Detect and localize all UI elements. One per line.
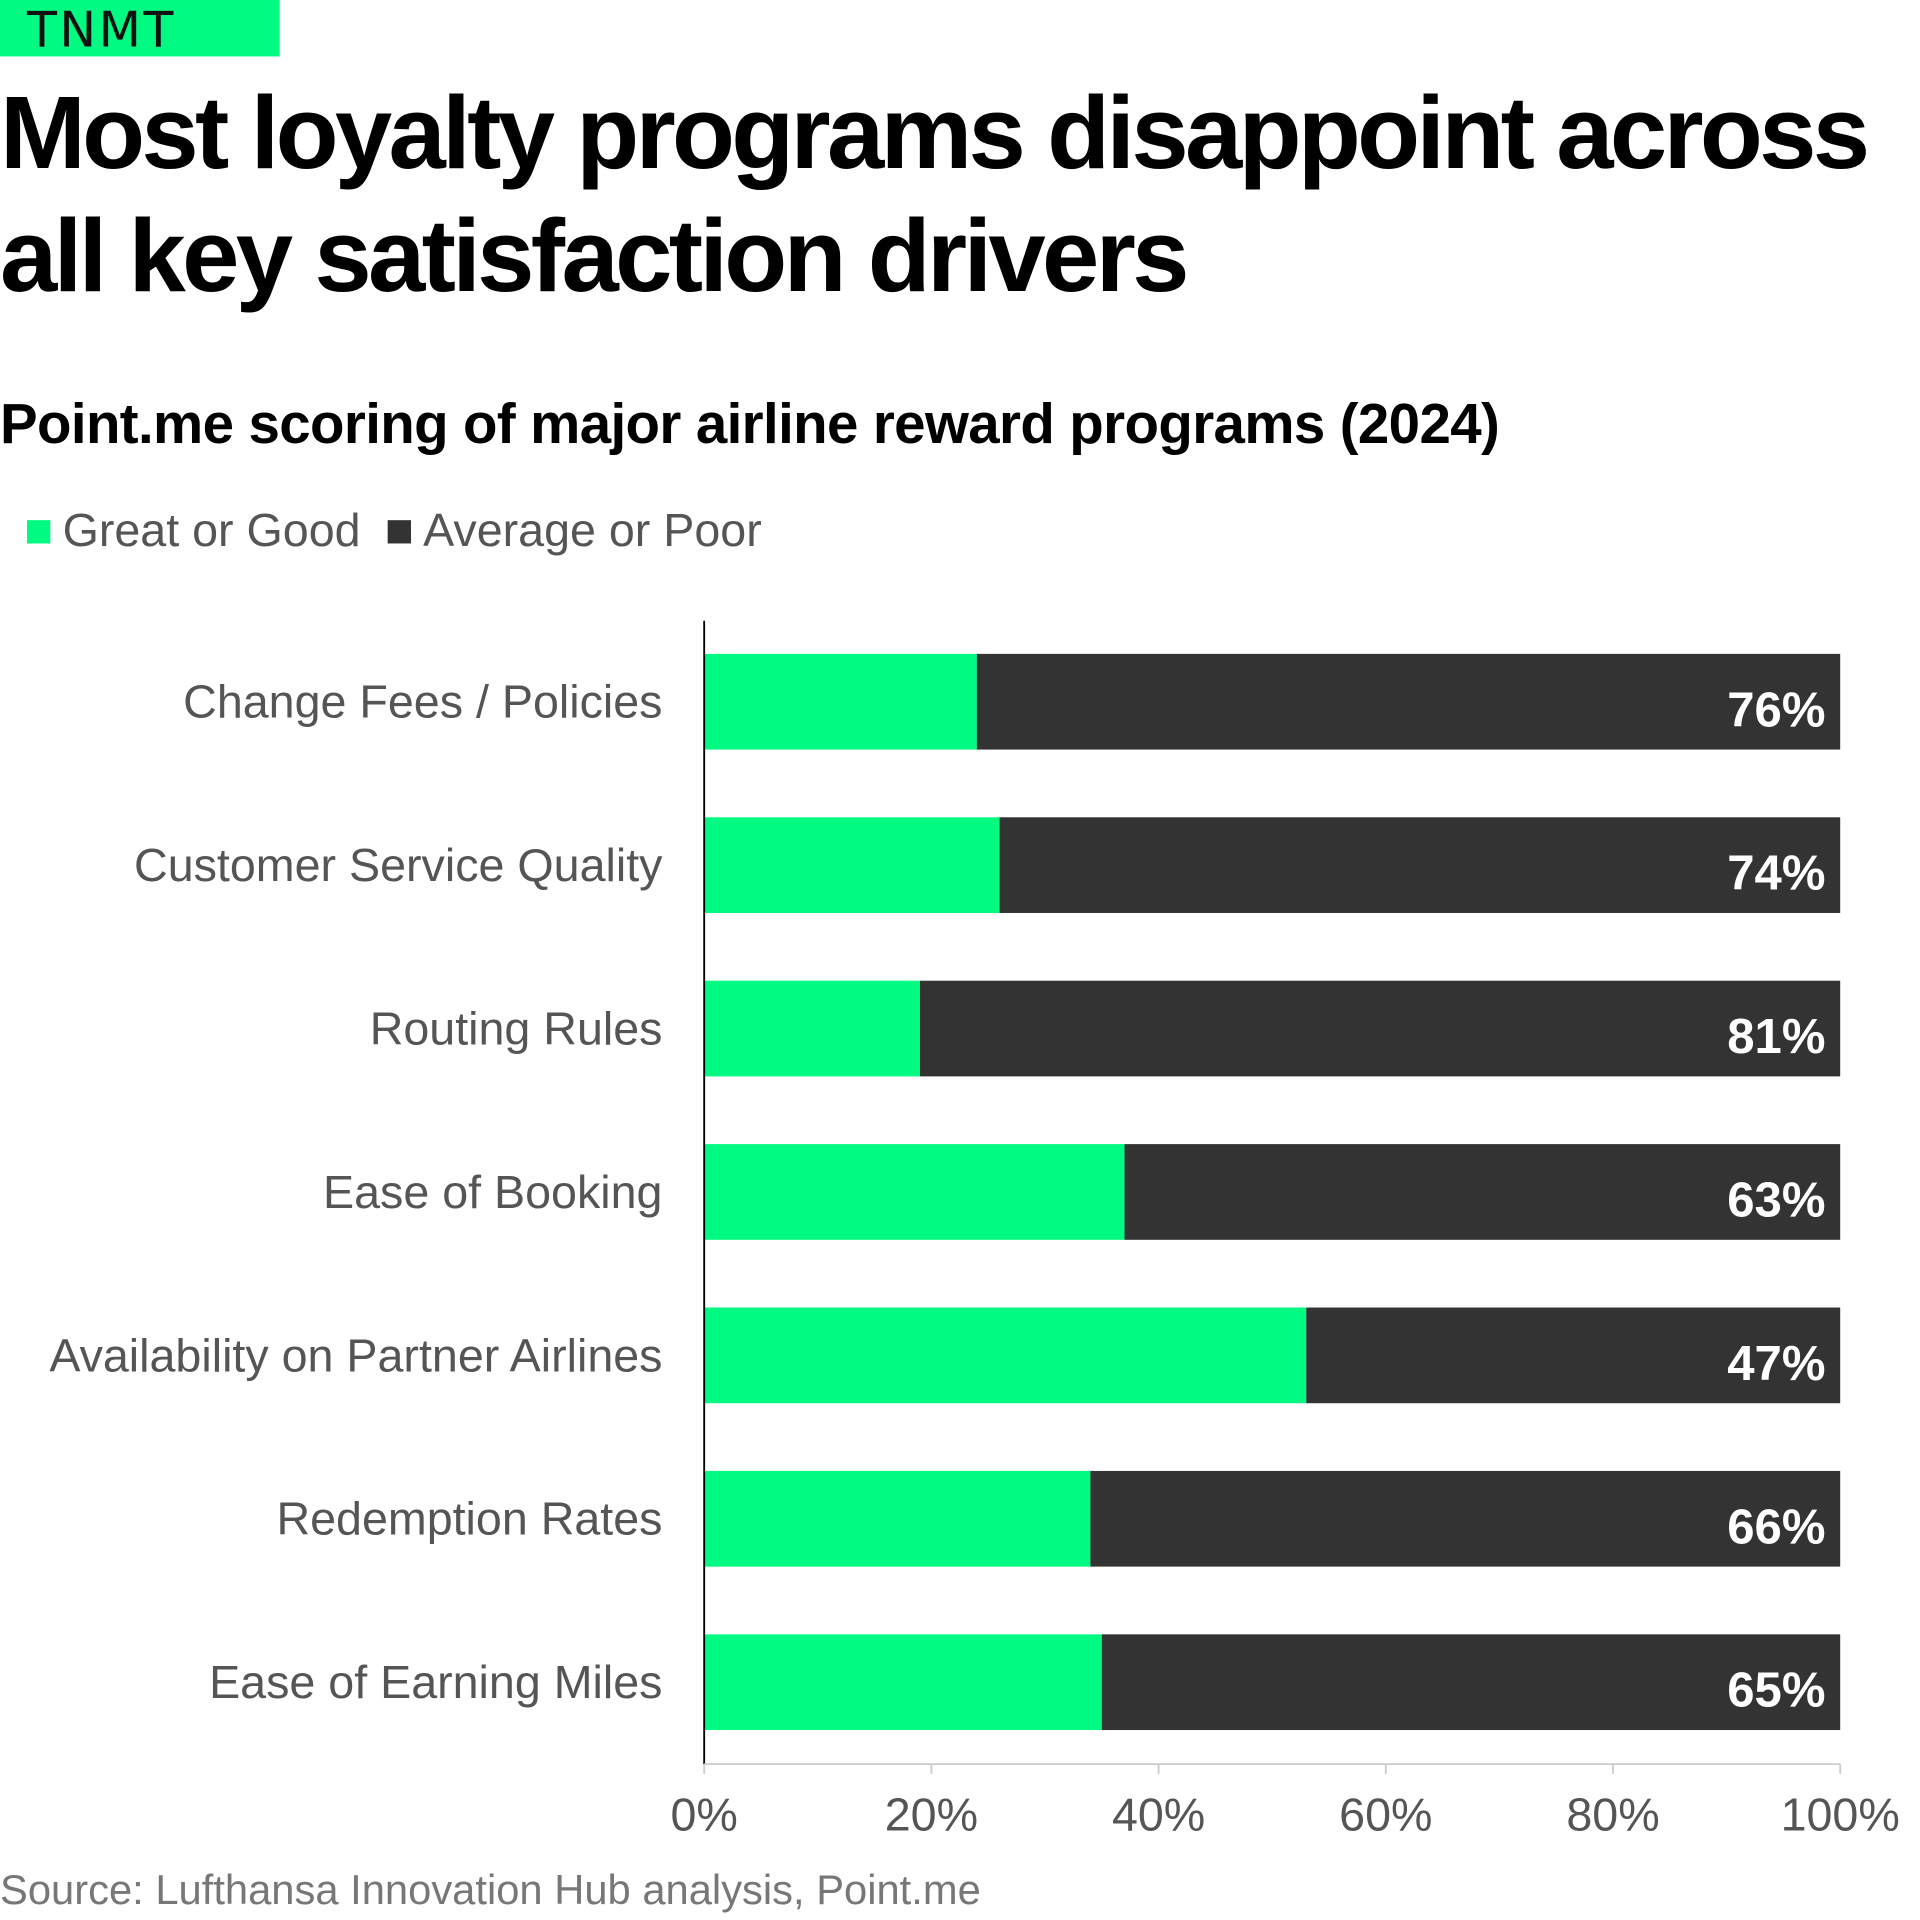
x-tick-label: 100%: [1781, 1788, 1900, 1840]
legend-swatch: [387, 520, 411, 544]
category-label: Customer Service Quality: [134, 839, 663, 891]
source-note: Source: Lufthansa Innovation Hub analysi…: [0, 1867, 981, 1914]
bar-great-or-good: [704, 1634, 1102, 1731]
bar-average-or-poor: [976, 653, 1841, 750]
bar-average-or-poor: [1090, 1470, 1841, 1567]
bar-great-or-good: [704, 1470, 1091, 1567]
bar-average-or-poor: [920, 980, 1841, 1077]
data-label: 63%: [1727, 1173, 1825, 1227]
x-tick-label: 60%: [1339, 1788, 1432, 1840]
logo: TNMT: [0, 0, 280, 59]
data-label: 81%: [1727, 1010, 1825, 1064]
x-tick-label: 0%: [670, 1788, 737, 1840]
legend-swatch: [26, 520, 51, 544]
bar-great-or-good: [704, 653, 977, 750]
bar-average-or-poor: [999, 817, 1841, 913]
data-label: 76%: [1727, 683, 1825, 737]
category-label: Ease of Booking: [323, 1166, 662, 1218]
bar-great-or-good: [704, 817, 1000, 913]
bar-average-or-poor: [1124, 1144, 1841, 1240]
data-label: 66%: [1727, 1500, 1825, 1554]
legend-item-great: Great or Good: [26, 505, 361, 558]
bar-average-or-poor: [1306, 1307, 1841, 1404]
bar-average-or-poor: [1101, 1634, 1841, 1731]
category-label: Availability on Partner Airlines: [49, 1329, 662, 1381]
data-label: 74%: [1727, 847, 1825, 901]
category-label: Ease of Earning Miles: [209, 1656, 662, 1708]
data-label: 47%: [1727, 1337, 1825, 1391]
chart-title: Most loyalty programs disappoint across …: [0, 74, 1870, 313]
bar-great-or-good: [704, 1307, 1307, 1404]
bar-great-or-good: [704, 1144, 1125, 1240]
x-tick-label: 40%: [1112, 1788, 1205, 1840]
chart-subtitle: Point.me scoring of major airline reward…: [0, 391, 1500, 456]
category-label: Change Fees / Policies: [183, 676, 662, 728]
x-tick-label: 80%: [1566, 1788, 1659, 1840]
bar-great-or-good: [704, 980, 921, 1077]
legend-item-poor: Average or Poor: [387, 505, 762, 558]
category-label: Routing Rules: [370, 1002, 663, 1054]
legend: Great or Good Average or Poor: [26, 505, 789, 558]
x-tick-label: 20%: [885, 1788, 978, 1840]
data-label: 65%: [1727, 1664, 1825, 1718]
category-label: Redemption Rates: [276, 1493, 662, 1545]
